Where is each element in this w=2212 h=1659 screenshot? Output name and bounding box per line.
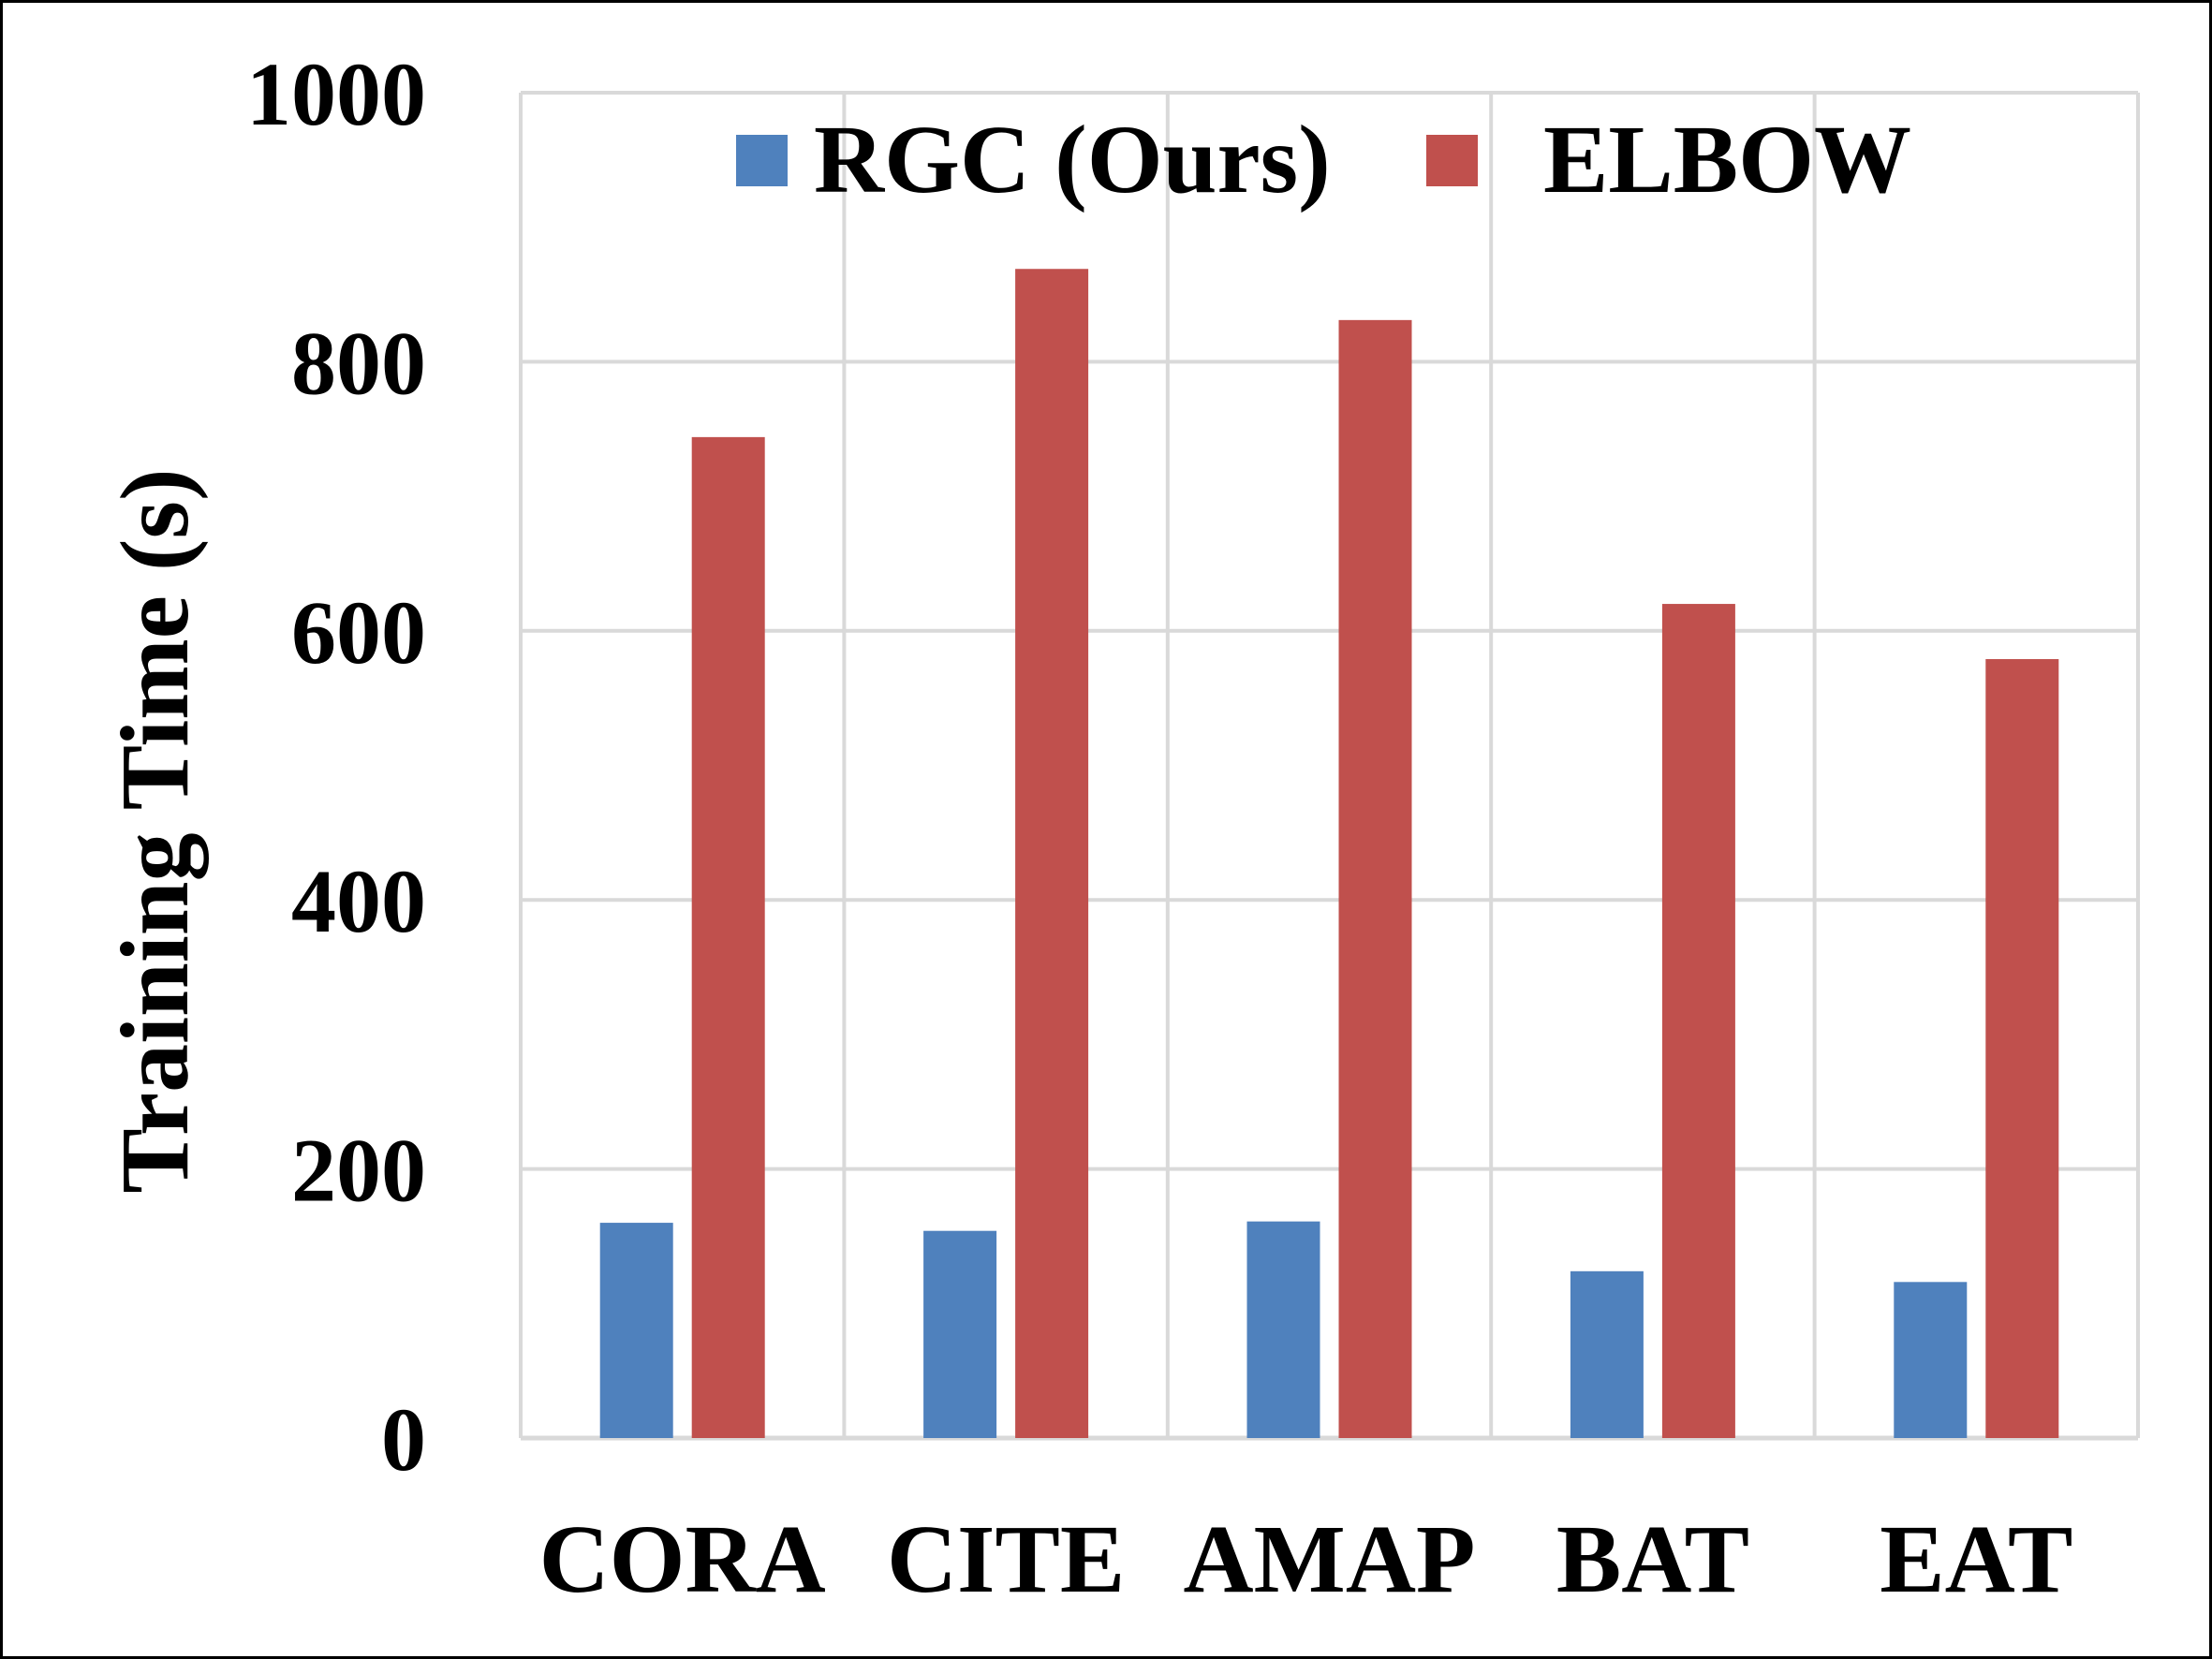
- y-tick-label-5: 1000: [246, 44, 426, 144]
- legend-label-elbow: ELBOW: [1543, 106, 1911, 213]
- x-category-label-amap: AMAP: [1184, 1505, 1476, 1613]
- category-layer: CORA CITE AMAP BAT EAT: [539, 1505, 2073, 1613]
- bar-rgc-ours-amap: [1246, 1221, 1320, 1438]
- legend-swatch-elbow: [1426, 135, 1478, 186]
- bar-elbow-bat: [1661, 604, 1735, 1438]
- y-tick-label-2: 400: [291, 851, 426, 951]
- grid-layer: [519, 91, 2140, 1441]
- bar-elbow-cite: [1015, 269, 1089, 1438]
- y-tick-label-4: 800: [291, 313, 426, 413]
- x-category-label-cora: CORA: [539, 1505, 826, 1613]
- bar-rgc-ours-eat: [1894, 1282, 1968, 1438]
- bar-layer: [599, 269, 2059, 1438]
- bar-rgc-ours-bat: [1570, 1270, 1644, 1438]
- legend-swatch-rgc: [736, 135, 788, 186]
- bar-chart: 0 200 400 600 800 1000 CORA CITE AMAP BAT EAT Tra…: [101, 44, 2140, 1613]
- y-axis-title: Training Time (s): [101, 468, 209, 1193]
- bar-elbow-eat: [1985, 658, 2059, 1438]
- bar-elbow-amap: [1338, 319, 1412, 1438]
- legend-label-rgc: RGC (Ours): [814, 106, 1331, 213]
- x-category-label-cite: CITE: [887, 1505, 1125, 1613]
- tick-layer: 0 200 400 600 800 1000: [246, 44, 426, 1490]
- y-tick-label-0: 0: [381, 1389, 426, 1490]
- bar-rgc-ours-cite: [923, 1230, 997, 1438]
- bar-elbow-cora: [691, 436, 765, 1438]
- legend: RGC (Ours) ELBOW: [736, 106, 1911, 213]
- y-tick-label-1: 200: [291, 1121, 426, 1221]
- x-category-label-eat: EAT: [1880, 1505, 2072, 1613]
- x-category-label-bat: BAT: [1556, 1505, 1749, 1613]
- bar-rgc-ours-cora: [599, 1223, 673, 1438]
- y-tick-label-3: 600: [291, 582, 426, 683]
